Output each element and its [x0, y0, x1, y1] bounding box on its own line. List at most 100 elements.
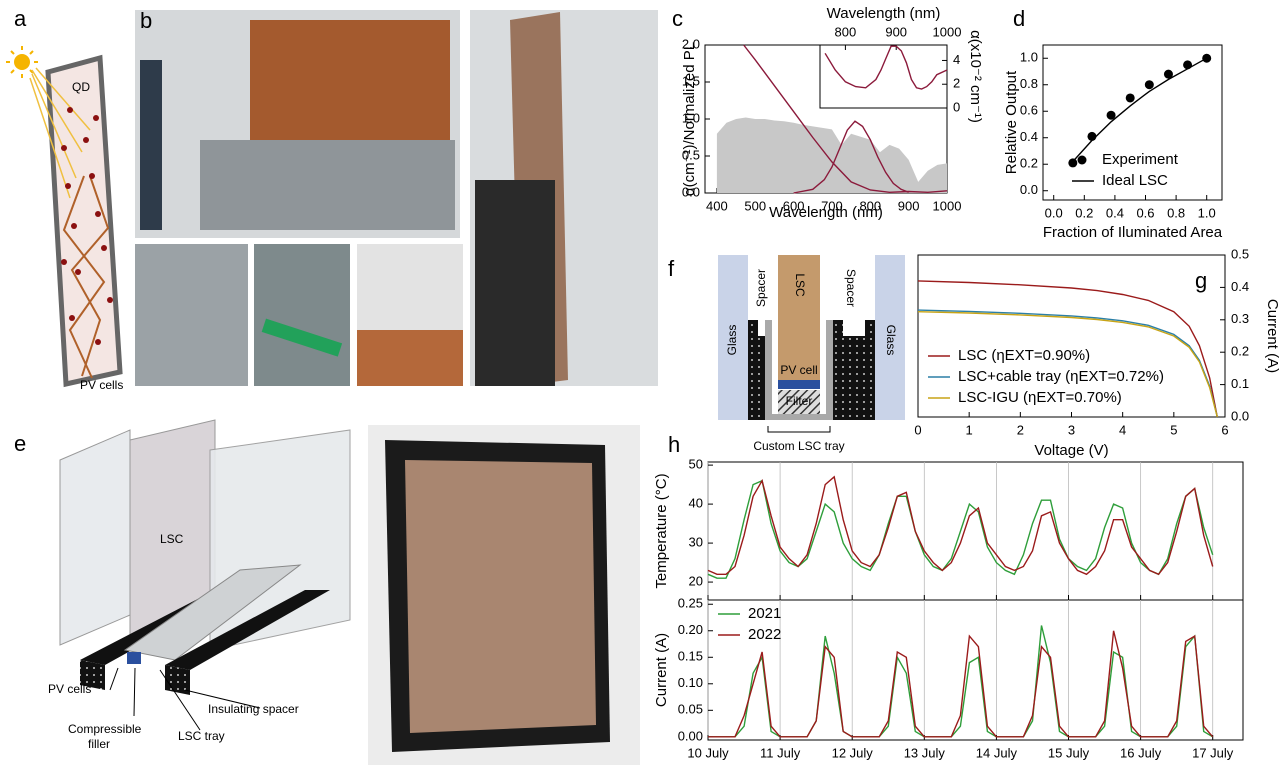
y-tick-label: 0.0 [1020, 182, 1038, 197]
y-tick-label: 50 [689, 457, 703, 472]
x-tick-label: 3 [1068, 422, 1075, 437]
y-tick-label: 0.00 [678, 728, 703, 743]
legend-label: Ideal LSC [1102, 172, 1168, 189]
photo [135, 244, 248, 386]
lsc-slab [48, 58, 120, 384]
label-lsc: LSC [793, 273, 807, 297]
x-tick-label: 15 July [1048, 745, 1090, 760]
label-glass: Glass [725, 325, 739, 356]
y-tick-label: 2 [953, 76, 960, 91]
x-tick-label: 4 [1119, 422, 1126, 437]
legend-label: LSC+cable tray (ηEXT=0.72%) [958, 368, 1164, 385]
x-tick-label: 11 July [760, 745, 801, 760]
y-tick-label: 0.3 [1231, 311, 1249, 326]
data-point [1068, 158, 1077, 167]
y-axis-label: α(x10⁻² cm⁻¹) [967, 30, 984, 123]
y-tick-label: 0.2 [1020, 156, 1038, 171]
label-custom-tray: Custom LSC tray [753, 439, 844, 453]
y-tick-label: 4 [953, 52, 960, 67]
x-axis-label: Wavelength (nm) [769, 204, 883, 221]
panel-label: g [1195, 268, 1207, 293]
legend-label: 2021 [748, 605, 781, 622]
label-glass: Glass [884, 325, 898, 356]
panel-label: d [1013, 6, 1025, 31]
label-compressible: Compressible [68, 722, 142, 736]
x-tick-label: 900 [898, 198, 920, 213]
area [717, 118, 947, 194]
x-tick-label: 14 July [976, 745, 1018, 760]
x-axis-label: Wavelength (nm) [827, 5, 941, 22]
page: QD PV cells LSC PV cells Compressible [0, 0, 1288, 769]
plot-frame [708, 600, 1243, 740]
x-tick-label: 17 July [1192, 745, 1234, 760]
label-filter: Filter [786, 394, 813, 408]
label-lsc-tray: LSC tray [178, 729, 225, 743]
y-tick-label: 20 [689, 574, 703, 589]
y-tick-label: 0.1 [1231, 376, 1249, 391]
x-tick-label: 1000 [933, 198, 962, 213]
label-spacer: Spacer [844, 269, 858, 307]
x-tick-label: 900 [885, 24, 907, 39]
y-tick-label: 40 [689, 496, 703, 511]
panel-label: f [668, 256, 675, 281]
x-tick-label: 1000 [933, 24, 962, 39]
glass-pane [60, 430, 130, 645]
panel-label: e [14, 431, 26, 456]
photo-person [475, 180, 555, 386]
panel-label: a [14, 6, 27, 31]
panel-label: h [668, 432, 680, 457]
y-tick-label: 0.15 [678, 649, 703, 664]
x-tick-label: 16 July [1120, 745, 1162, 760]
line [708, 631, 1213, 737]
line [708, 626, 1213, 737]
data-point [1126, 93, 1135, 102]
y-tick-label: 0.4 [1020, 129, 1038, 144]
y-tick-label: 0.5 [1231, 246, 1249, 261]
label-filler: filler [88, 737, 110, 751]
panel-f: LSC Spacer Spacer Glass Glass PV cell Fi… [718, 255, 905, 453]
y-axis-label: α(cm⁻¹)/Normalized PL [681, 42, 698, 196]
photo-detail [357, 330, 463, 386]
x-tick-label: 0.8 [1167, 205, 1185, 220]
x-axis-label: Fraction of Iluminated Area [1043, 224, 1223, 241]
legend-label: 2022 [748, 626, 781, 643]
photo-person [140, 60, 162, 230]
y-tick-label: 0.4 [1231, 279, 1249, 294]
photo-machine [200, 140, 455, 230]
x-tick-label: 800 [835, 24, 857, 39]
y-tick-label: 0.0 [1231, 408, 1249, 423]
y-tick-label: 0 [953, 99, 960, 114]
line [1073, 58, 1207, 161]
x-tick-label: 0.4 [1106, 205, 1124, 220]
x-tick-label: 0.0 [1045, 205, 1063, 220]
x-tick-label: 5 [1170, 422, 1177, 437]
panel-label: b [140, 8, 152, 33]
tray-bracket [768, 426, 830, 432]
x-tick-label: 500 [744, 198, 766, 213]
y-axis-label: Relative Output [1003, 70, 1020, 174]
label-pv-cells: PV cells [48, 682, 91, 696]
line [708, 477, 1213, 575]
x-tick-label: 1 [966, 422, 973, 437]
x-axis-label: Voltage (V) [1034, 442, 1108, 459]
legend-marker [1078, 156, 1087, 165]
photo [254, 244, 350, 386]
x-tick-label: 0 [914, 422, 921, 437]
pv-cell [778, 380, 820, 389]
y-tick-label: 30 [689, 535, 703, 550]
panel-b-photos [135, 10, 658, 386]
y-tick-label: 0.6 [1020, 103, 1038, 118]
photo-lsc-panel [250, 20, 450, 148]
x-tick-label: 2 [1017, 422, 1024, 437]
y-tick-label: 1.0 [1020, 50, 1038, 65]
label-insulating-spacer: Insulating spacer [208, 702, 299, 716]
x-tick-label: 1.0 [1198, 205, 1216, 220]
pv-cell [127, 652, 141, 664]
y-tick-label: 0.10 [678, 675, 703, 690]
label-spacer: Spacer [754, 269, 768, 307]
line [708, 481, 1213, 579]
y-tick-label: 0.05 [678, 702, 703, 717]
data-point [1145, 80, 1154, 89]
y-tick-label: 0.2 [1231, 344, 1249, 359]
x-tick-label: 0.6 [1136, 205, 1154, 220]
